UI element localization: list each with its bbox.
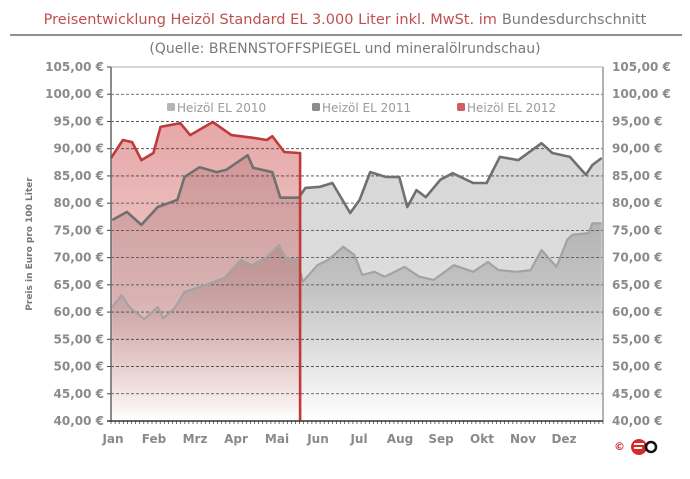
y-tick-label-left: 100,00 € — [45, 87, 104, 101]
x-tick-label: Mrz — [183, 432, 208, 446]
y-tick-label-right: 85,00 € — [612, 169, 662, 183]
logo-e-bars — [634, 443, 644, 445]
chart-title: Preisentwicklung Heizöl Standard EL 3.00… — [44, 12, 647, 28]
y-tick-label-left: 75,00 € — [54, 223, 104, 237]
y-tick-label-left: 40,00 € — [54, 414, 104, 428]
y-tick-label-left: 90,00 € — [54, 142, 104, 156]
y-tick-label-left: 65,00 € — [54, 278, 104, 292]
y-axis-label: Preis in Euro pro 100 Liter — [25, 177, 35, 311]
legend-label: Heizöl EL 2010 — [177, 101, 266, 115]
y-tick-label-right: 60,00 € — [612, 305, 662, 319]
x-tick-label: Jun — [306, 432, 329, 446]
y-tick-label-right: 100,00 € — [612, 87, 671, 101]
line-heiz-l-el-2012 — [109, 120, 302, 421]
x-tick-label: Apr — [224, 432, 248, 446]
copyright-symbol: © — [614, 440, 625, 453]
y-tick-label-left: 70,00 € — [54, 251, 104, 265]
y-tick-label-left: 55,00 € — [54, 332, 104, 346]
y-tick-label-right: 75,00 € — [612, 223, 662, 237]
y-tick-label-right: 55,00 € — [612, 332, 662, 346]
y-tick-label-right: 95,00 € — [612, 114, 662, 128]
x-tick-label: Nov — [510, 432, 536, 446]
area-heiz-l-el-2012 — [111, 122, 301, 421]
x-tick-label: Dez — [551, 432, 576, 446]
line-heiz-l-el-2011 — [111, 141, 603, 227]
x-tick-label: Jul — [349, 432, 367, 446]
logo-e-bar2 — [634, 447, 642, 449]
x-tick-label: Feb — [142, 432, 167, 446]
title-part2: Bundesdurchschnitt — [502, 12, 647, 28]
legend-label: Heizöl EL 2011 — [322, 101, 411, 115]
x-tick-label: Jan — [101, 432, 123, 446]
y-tick-label-right: 70,00 € — [612, 251, 662, 265]
y-tick-label-left: 60,00 € — [54, 305, 104, 319]
x-tick-label: Sep — [428, 432, 454, 446]
chart-subtitle: (Quelle: BRENNSTOFFSPIEGEL und mineralöl… — [149, 41, 540, 57]
y-tick-label-right: 45,00 € — [612, 387, 662, 401]
x-tick-label: Mai — [265, 432, 289, 446]
legend-label: Heizöl EL 2012 — [467, 101, 556, 115]
copyright-logo: © — [614, 439, 658, 455]
y-tick-label-left: 45,00 € — [54, 387, 104, 401]
y-tick-label-right: 40,00 € — [612, 414, 662, 428]
y-tick-label-left: 50,00 € — [54, 360, 104, 374]
legend-swatch — [457, 103, 465, 111]
logo-circle-black — [644, 440, 658, 454]
y-tick-label-left: 95,00 € — [54, 114, 104, 128]
legend-swatch — [167, 103, 175, 111]
x-tick-label: Aug — [387, 432, 413, 446]
line-heiz-l-el-2010 — [111, 222, 602, 321]
y-tick-label-left: 105,00 € — [45, 60, 104, 74]
y-tick-label-right: 90,00 € — [612, 142, 662, 156]
y-tick-label-right: 80,00 € — [612, 196, 662, 210]
x-tick-label: Okt — [470, 432, 494, 446]
y-tick-label-right: 50,00 € — [612, 360, 662, 374]
legend-swatch — [312, 103, 320, 111]
y-tick-label-left: 80,00 € — [54, 196, 104, 210]
y-tick-label-right: 65,00 € — [612, 278, 662, 292]
title-part1: Preisentwicklung Heizöl Standard EL 3.00… — [44, 12, 497, 28]
y-tick-label-right: 105,00 € — [612, 60, 671, 74]
y-tick-label-left: 85,00 € — [54, 169, 104, 183]
